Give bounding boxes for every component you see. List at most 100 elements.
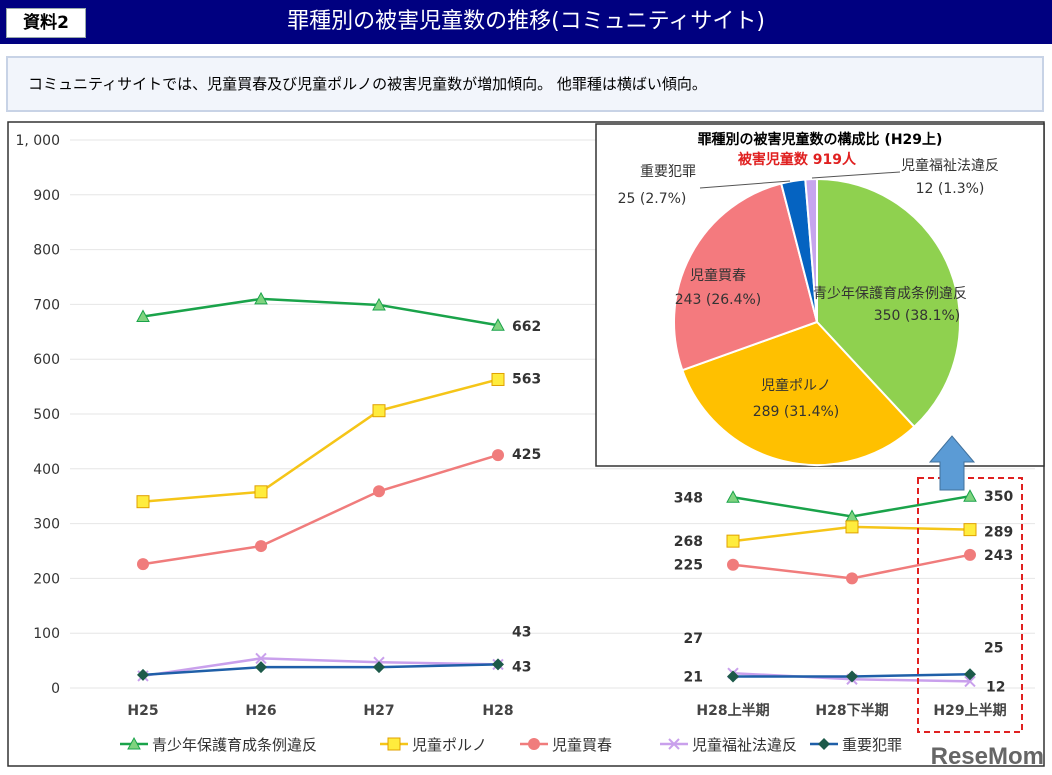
legend-label: 青少年保護育成条例違反 (152, 736, 317, 754)
highlight-box (917, 477, 1023, 733)
data-point (136, 309, 150, 322)
y-tick-label: 200 (33, 571, 60, 587)
data-point (137, 668, 149, 681)
legend-marker-icon (387, 737, 401, 751)
data-point (846, 670, 858, 683)
legend-item: 児童買春 (520, 736, 612, 754)
pie-slice (804, 177, 818, 323)
summary-text: コミュニティサイトでは、児童買春及び児童ポルノの被害児童数が増加傾向。 他罪種は… (6, 56, 1044, 112)
series-line (142, 657, 499, 678)
pie-slice (681, 320, 916, 466)
data-label: 225 (674, 558, 703, 574)
y-tick-label: 100 (33, 626, 60, 642)
data-point (964, 668, 976, 681)
series-line (142, 663, 499, 677)
document-badge: 資料2 (6, 8, 86, 38)
data-point (491, 318, 505, 331)
series-line (142, 378, 499, 503)
leader-line (699, 180, 791, 189)
leader-line (811, 171, 901, 179)
x-tick-label: H25 (127, 703, 158, 719)
data-label: 662 (512, 319, 541, 335)
x-tick-label: H28上半期 (696, 702, 769, 719)
legend-label: 重要犯罪 (842, 736, 902, 754)
data-point (964, 548, 976, 561)
legend-item: 児童福祉法違反 (660, 736, 797, 754)
up-arrow-icon (928, 435, 976, 491)
pie-slice-value: 243 (26.4%) (675, 292, 762, 308)
pie-slice-value: 12 (1.3%) (916, 181, 985, 197)
pie-slice-value: 25 (2.7%) (618, 191, 687, 207)
data-point (492, 658, 504, 671)
pie-slice-label: 重要犯罪 (640, 164, 696, 180)
y-tick-label: 700 (33, 297, 60, 313)
pie-slice-label: 児童ポルノ (761, 377, 831, 394)
series-line (142, 453, 499, 566)
data-point (254, 485, 268, 499)
pie-slice-label: 青少年保護育成条例違反 (813, 285, 967, 302)
legend-marker-icon (668, 738, 680, 750)
pie-slice (816, 177, 961, 429)
data-label: 289 (984, 525, 1013, 541)
legend-marker-icon (528, 738, 540, 750)
legend-marker-icon (818, 738, 830, 750)
y-tick-label: 500 (33, 407, 60, 423)
legend-label: 児童買春 (552, 736, 612, 754)
data-point (255, 652, 267, 665)
y-tick-label: 400 (33, 462, 60, 478)
data-point (492, 449, 504, 462)
data-point (255, 661, 267, 674)
data-point (845, 520, 859, 534)
legend-label: 児童ポルノ (412, 736, 487, 754)
data-point (963, 489, 977, 502)
data-point (372, 404, 386, 418)
y-tick-label: 900 (33, 188, 60, 204)
legend-label: 児童福祉法違反 (692, 736, 797, 754)
data-label: 43 (512, 659, 531, 675)
data-label: 25 (984, 640, 1003, 656)
pie-subtitle: 被害児童数 919人 (738, 151, 857, 168)
data-point (372, 297, 386, 311)
legend-item: 重要犯罪 (810, 736, 902, 754)
pie-slice (673, 182, 819, 372)
series-0 (136, 291, 977, 522)
data-point (136, 495, 150, 509)
data-label: 563 (512, 371, 541, 387)
data-point (373, 485, 385, 498)
y-tick-label: 800 (33, 243, 60, 259)
resemom-logo: ReseMom (930, 743, 1044, 770)
page-title: 罪種別の被害児童数の推移(コミュニティサイト) (287, 9, 765, 34)
x-tick-label: H28 (482, 703, 513, 719)
y-tick-label: 600 (33, 352, 60, 368)
data-point (491, 372, 505, 386)
x-tick-label: H27 (363, 703, 394, 719)
legend-item: 青少年保護育成条例違反 (120, 736, 317, 754)
data-label: 348 (674, 490, 703, 506)
x-tick-label: H28下半期 (815, 702, 888, 719)
pie-slice-label: 児童福祉法違反 (901, 157, 999, 174)
data-label: 43 (512, 624, 531, 640)
data-point (963, 523, 977, 537)
data-point (727, 670, 739, 683)
data-point (846, 572, 858, 585)
series-2 (137, 449, 976, 585)
x-tick-label: H26 (245, 703, 276, 719)
pie-slice-value: 289 (31.4%) (753, 404, 840, 420)
header-bar: 資料2 罪種別の被害児童数の推移(コミュニティサイト) (0, 0, 1052, 44)
data-point (964, 675, 976, 688)
data-point (254, 291, 268, 305)
x-tick-label: H29上半期 (933, 702, 1006, 719)
data-point (727, 558, 739, 571)
data-label: 27 (684, 631, 703, 647)
y-tick-label: 1, 000 (15, 133, 60, 149)
pie-slice-value: 350 (38.1%) (874, 308, 961, 324)
legend-marker-icon (127, 736, 141, 750)
data-point (137, 558, 149, 571)
series-line (142, 297, 499, 327)
data-label: 243 (984, 548, 1013, 564)
data-point (726, 534, 740, 548)
data-label: 268 (674, 534, 703, 550)
pie-title: 罪種別の被害児童数の構成比 (H29上) (698, 131, 943, 148)
series-4 (137, 658, 976, 683)
